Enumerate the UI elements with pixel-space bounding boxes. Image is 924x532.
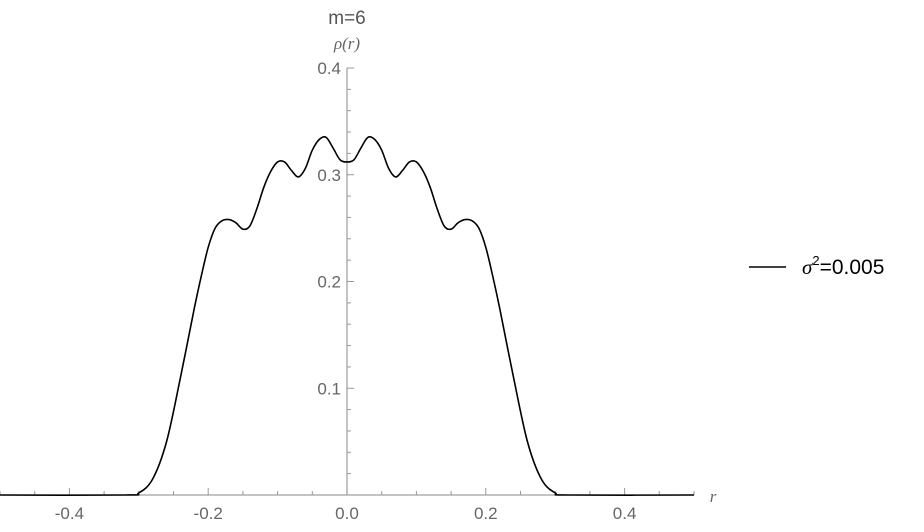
y-tick-label: 0.2 (317, 273, 341, 292)
y-tick-label: 0.1 (317, 379, 341, 398)
x-tick-label: 0.4 (613, 504, 637, 523)
chart-title: m=6 (328, 8, 366, 29)
x-tick-label: -0.2 (194, 504, 223, 523)
legend-value: =0.005 (820, 256, 885, 279)
legend: σ2=0.005 (749, 253, 884, 279)
x-axis-label: r (710, 487, 717, 506)
series (0, 136, 695, 496)
x-tick-label: -0.4 (55, 504, 84, 523)
y-axis-label: ρ(r) (333, 34, 360, 53)
x-tick-label: 0.0 (335, 504, 359, 523)
legend-exponent: 2 (812, 253, 819, 268)
y-tick-label: 0.3 (317, 166, 341, 185)
x-tick-label: 0.2 (474, 504, 498, 523)
tick-labels: -0.4 -0.2 0.0 0.2 0.4 0.1 0.2 0.3 0.4 (55, 59, 637, 523)
y-tick-label: 0.4 (317, 59, 341, 78)
series-line (0, 136, 695, 496)
legend-entry: σ2=0.005 (802, 253, 884, 279)
ticks (0, 67, 695, 495)
legend-symbol: σ (802, 255, 814, 279)
